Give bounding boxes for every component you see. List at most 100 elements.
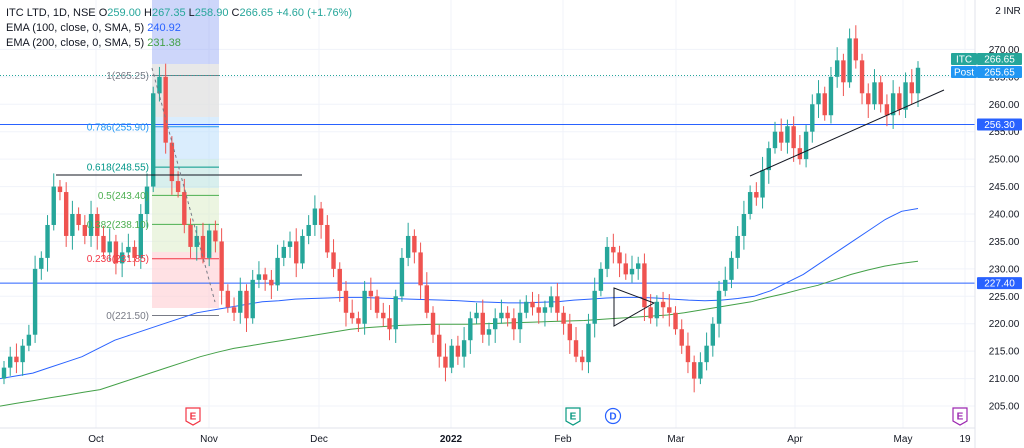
symbol-label[interactable]: ITC LTD, 1D, NSE [6,7,96,19]
candle-body [654,301,660,319]
fib-zone-3 [152,159,219,188]
candle-body [231,307,237,313]
trend-drawings[interactable] [56,67,945,327]
price-labels: ITC 266.65 Post 265.65 256.30 227.40 [951,53,1022,290]
price-tag-name: Post [954,68,974,79]
candle-body [51,186,56,225]
price-tag-bg [977,118,1022,131]
candle-body [362,290,367,324]
candle-body [735,235,740,258]
x-tick-label: Feb [554,434,572,445]
y-tick-label: 210.00 [989,374,1020,385]
event-marker-letter: E [570,412,577,423]
candle-body [194,235,199,247]
candle-body [250,279,255,319]
candle-body [834,60,840,77]
candle-body [673,312,678,330]
price-tag-value: 266.65 [984,55,1015,66]
earnings-marker[interactable] [185,407,201,426]
candle-body [461,340,467,357]
candle-body [859,60,865,94]
candle-body [126,246,131,253]
candle-body [511,318,517,330]
candle-body [455,345,461,357]
candle-body [866,93,871,105]
candle-body [76,214,81,225]
candle-body [822,93,827,116]
high-value: 267.35 [151,7,186,19]
time-axis[interactable]: Oct Nov Dec 2022 Feb Mar Apr May 19 [0,427,975,445]
candle-body [144,186,150,214]
candle-body [629,268,635,275]
fib-level-label: 0.618(248.55) [87,163,149,174]
candle-body [430,312,436,335]
candle-body [791,126,796,149]
candle-body [667,307,672,313]
candle-body [542,307,548,313]
horizontal-lines[interactable] [0,74,975,284]
y-tick-label: 240.00 [989,210,1020,221]
ema200-value: 231.38 [147,37,181,49]
candle-body [517,312,523,330]
ema-lines [0,208,919,407]
candle-body [163,76,168,143]
candle-body [803,131,809,160]
candle-body [337,268,342,291]
candle-body [499,312,504,319]
candle-body [182,192,187,225]
ema200-row[interactable]: EMA (200, close, 0, SMA, 5) 231.38 [6,36,352,51]
candle-body [356,318,361,324]
candle-body [70,214,75,236]
candle-body [418,252,423,286]
currency-label[interactable]: 2 INR [995,6,1021,17]
candle-body [779,131,784,143]
candle-body [82,224,88,236]
candle-body [741,214,747,236]
dividend-marker[interactable] [604,407,622,425]
candle-body [20,345,25,363]
candle-body [636,263,641,269]
candle-body [244,290,249,319]
candle-body [561,312,566,324]
candle-body [480,312,485,335]
earnings-marker[interactable] [952,407,968,426]
high-label: H [144,7,152,19]
candle-body [505,312,510,319]
candle-body [349,312,355,319]
candle-body [107,241,112,253]
low-value: 258.90 [194,7,229,19]
earnings-marker[interactable] [565,407,581,426]
candle-body [586,323,591,363]
candle-body [679,329,684,346]
fib-level-label: 0.5(243.40) [98,191,149,202]
open-value: 259.00 [107,7,141,19]
triangle-pattern[interactable] [613,287,656,327]
candle-body [691,362,697,379]
low-label: L [188,7,195,19]
candle-body [530,301,535,308]
trendline[interactable] [749,89,945,177]
y-tick-label: 230.00 [989,264,1020,275]
candle-body [567,323,573,341]
fib-level-label: 1(265.25) [106,71,149,82]
price-tag-value: 256.30 [984,120,1015,131]
candle-body [623,263,628,275]
fib-level-label: 0.236(231.85) [87,254,149,265]
candle-body [890,93,896,116]
candle-body [225,290,231,308]
candle-body [847,38,852,83]
candle-body [884,104,890,116]
candle-body [704,345,709,363]
candle-body [119,252,125,264]
fib-zone-2 [152,117,219,159]
fib-zone-1 [152,64,219,117]
ema200-label: EMA (200, close, 0, SMA, 5) [6,37,145,49]
fib-trend-dashed [151,67,216,303]
fib-zone-5 [152,252,219,308]
ema100-row[interactable]: EMA (100, close, 0, SMA, 5) 240.92 [6,21,352,36]
candle-body [604,246,610,269]
candle-body [580,356,585,363]
fib-level-label: 0.786(255.90) [87,122,149,133]
